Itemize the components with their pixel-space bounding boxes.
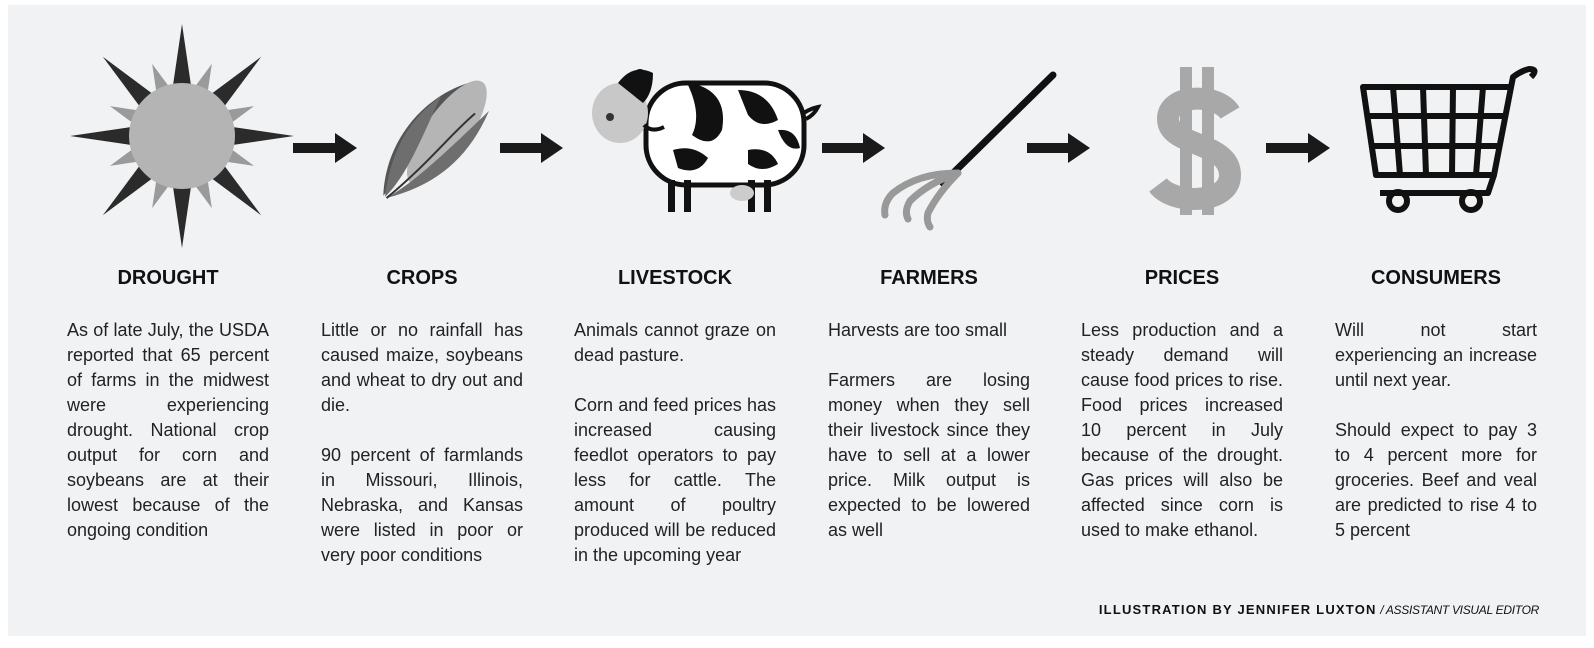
infographic-panel: DROUGHT As of late July, the USDA reporte… <box>8 5 1586 636</box>
sun-icon <box>70 24 294 248</box>
column-text: As of late July, the USDA reported that … <box>67 318 269 543</box>
column-text: Will not start experiencing an increase … <box>1335 318 1537 393</box>
arrow <box>500 133 563 163</box>
corn-icon <box>367 62 503 220</box>
page: DROUGHT As of late July, the USDA reporte… <box>0 0 1594 648</box>
column-title: CONSUMERS <box>1305 267 1567 290</box>
column-title: FARMERS <box>798 267 1060 290</box>
column-text: Animals cannot graze on dead pasture. <box>574 318 776 368</box>
column-title: DROUGHT <box>37 267 299 290</box>
column-text: Farmers are losing money when they sell … <box>828 368 1030 543</box>
sun-ray <box>70 126 135 145</box>
icons <box>8 5 1586 265</box>
arrow <box>1266 133 1330 163</box>
cow-icon <box>592 69 818 212</box>
column-title: CROPS <box>291 267 553 290</box>
arrow <box>293 133 357 163</box>
column-text: Corn and feed prices has increased causi… <box>574 393 776 568</box>
credit-role: / ASSISTANT VISUAL EDITOR <box>1380 603 1539 617</box>
dollar-icon <box>1158 67 1230 215</box>
column-title: LIVESTOCK <box>544 267 806 290</box>
credit: ILLUSTRATION BY JENNIFER LUXTON / ASSIST… <box>1099 602 1539 617</box>
sun-disc <box>129 83 235 189</box>
sun-ray <box>229 126 294 145</box>
sun-ray <box>172 183 191 248</box>
column-text: Little or no rainfall has caused maize, … <box>321 318 523 418</box>
cart-icon <box>1363 69 1535 210</box>
credit-byline: ILLUSTRATION BY JENNIFER LUXTON <box>1099 602 1377 617</box>
column-text: Less production and a steady demand will… <box>1081 318 1283 543</box>
arrow <box>822 133 885 163</box>
column-text: 90 percent of farmlands in Missouri, Ill… <box>321 443 523 568</box>
column-text: Should expect to pay 3 to 4 percent more… <box>1335 418 1537 543</box>
column-text: Harvests are too small <box>828 318 1030 343</box>
arrow <box>1027 133 1090 163</box>
column-title: PRICES <box>1051 267 1313 290</box>
sun-ray <box>172 24 191 89</box>
